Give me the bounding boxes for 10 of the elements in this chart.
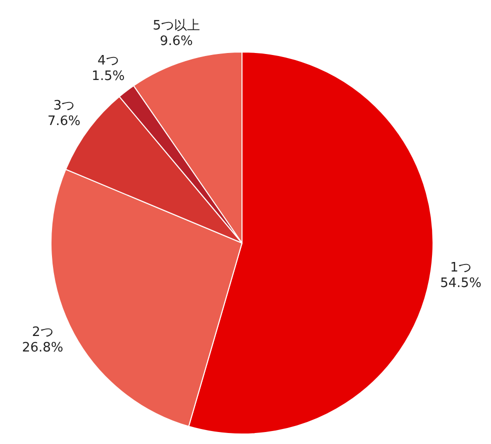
data-label: 7.6% [48,114,81,129]
data-label: 26.8% [22,340,64,356]
data-label: 9.6% [160,34,193,49]
data-label: 54.5% [440,276,482,292]
slice-label: 2つ [32,324,54,340]
data-label: 1.5% [92,69,125,84]
slice-label: 1つ [450,260,472,276]
slice-label: 4つ [98,54,119,69]
slice-label: 5つ以上 [152,18,200,34]
slice-label: 3つ [53,98,75,114]
